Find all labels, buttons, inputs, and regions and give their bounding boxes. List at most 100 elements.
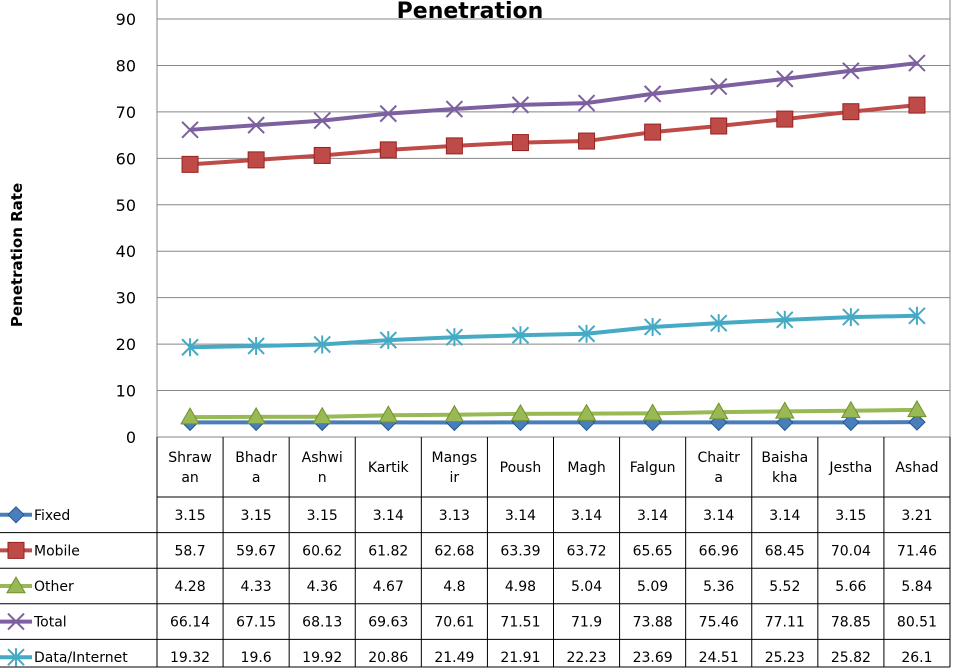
x-category-label: Poush bbox=[500, 460, 542, 476]
data-table-cell: 5.52 bbox=[769, 579, 800, 595]
data-point bbox=[379, 331, 397, 350]
x-category-label: Shraw bbox=[168, 450, 212, 466]
data-point bbox=[378, 405, 399, 423]
x-category-label: ir bbox=[450, 470, 460, 486]
data-table-cell: 78.85 bbox=[831, 615, 871, 631]
marker-stroke bbox=[313, 111, 331, 130]
data-point bbox=[842, 62, 860, 80]
y-tick-label: 60 bbox=[116, 149, 136, 168]
data-point bbox=[908, 413, 926, 431]
data-table-cell: 68.45 bbox=[765, 543, 805, 559]
data-table-cell: 4.98 bbox=[505, 579, 536, 595]
legend-marker-square bbox=[7, 541, 25, 559]
data-point bbox=[643, 85, 662, 103]
data-table-cell: 21.91 bbox=[500, 650, 540, 666]
data-table-cell: 71.9 bbox=[571, 615, 602, 631]
data-point bbox=[842, 413, 860, 432]
data-table-cell: 59.67 bbox=[236, 543, 276, 559]
data-point bbox=[379, 104, 397, 123]
data-table-cell: 22.23 bbox=[566, 650, 606, 666]
data-point bbox=[511, 134, 529, 152]
data-point bbox=[246, 406, 266, 425]
data-table-cell: 3.15 bbox=[307, 508, 338, 524]
plot-area bbox=[156, 0, 951, 438]
marker-stroke bbox=[643, 85, 662, 103]
data-table-cell: 3.15 bbox=[241, 508, 272, 524]
data-point bbox=[908, 54, 926, 72]
y-tick-label: 10 bbox=[116, 382, 136, 401]
data-table-cell: 61.82 bbox=[368, 543, 408, 559]
data-table-cell: 4.67 bbox=[373, 579, 404, 595]
marker-stroke bbox=[7, 612, 25, 631]
x-category-label: a bbox=[252, 470, 261, 486]
data-table-cell: 3.13 bbox=[439, 508, 470, 524]
data-table-cell: 3.14 bbox=[637, 508, 668, 524]
data-table-cell: 3.14 bbox=[703, 508, 734, 524]
data-table-cell: 19.32 bbox=[170, 650, 210, 666]
data-table: Shraw an Bhadr a Ashwi n Kartik Mangs ir Poush Mag… bbox=[0, 437, 951, 668]
data-point bbox=[576, 403, 597, 421]
data-table-cell: 3.14 bbox=[505, 508, 536, 524]
data-table-cell: 65.65 bbox=[633, 543, 673, 559]
data-table-cell: 5.66 bbox=[835, 579, 866, 595]
data-point bbox=[643, 317, 662, 336]
data-point bbox=[181, 121, 199, 139]
series-line-total bbox=[189, 61, 918, 132]
series-line-other bbox=[190, 407, 917, 420]
data-table-cell: 5.84 bbox=[901, 579, 932, 595]
data-table-cell: 3.14 bbox=[571, 508, 602, 524]
data-table-cell: 21.49 bbox=[434, 650, 474, 666]
data-point bbox=[445, 137, 463, 155]
data-point bbox=[444, 404, 465, 422]
data-point bbox=[577, 94, 596, 112]
data-table-cell: 20.86 bbox=[368, 650, 408, 666]
x-category-label: Baisha bbox=[761, 450, 808, 466]
data-table-cell: 3.14 bbox=[769, 508, 800, 524]
data-point bbox=[842, 308, 860, 327]
data-table-cell: 19.6 bbox=[241, 650, 272, 666]
y-tick-label: 0 bbox=[126, 428, 136, 447]
data-table-cell: 67.15 bbox=[236, 615, 276, 631]
data-table-cell: 62.68 bbox=[434, 543, 474, 559]
data-table-cell: 66.14 bbox=[170, 615, 210, 631]
data-table-cell: 5.04 bbox=[571, 579, 602, 595]
data-table-cell: 4.28 bbox=[174, 579, 205, 595]
data-point bbox=[181, 155, 199, 173]
legend-label: Data/Internet bbox=[34, 650, 128, 666]
data-table-cell: 3.14 bbox=[373, 508, 404, 524]
data-point bbox=[247, 336, 265, 355]
data-point bbox=[776, 70, 794, 88]
data-table-cell: 71.51 bbox=[500, 615, 540, 631]
data-table-cell: 3.15 bbox=[835, 508, 866, 524]
data-point bbox=[908, 96, 926, 114]
y-axis-label: Penetration Rate bbox=[8, 183, 26, 327]
data-point bbox=[511, 96, 530, 114]
data-point bbox=[180, 407, 200, 425]
y-tick-label: 40 bbox=[116, 242, 136, 261]
y-tick-label: 70 bbox=[116, 103, 136, 122]
legend-label: Fixed bbox=[34, 508, 70, 524]
data-table-cell: 3.21 bbox=[901, 508, 932, 524]
legend-label: Total bbox=[33, 615, 67, 631]
data-table-cell: 68.13 bbox=[302, 615, 342, 631]
data-point bbox=[511, 326, 530, 345]
data-point bbox=[710, 314, 728, 333]
marker-stroke bbox=[842, 62, 860, 80]
data-table-cell: 5.36 bbox=[703, 579, 734, 595]
data-point bbox=[247, 116, 265, 134]
x-category-label: a bbox=[714, 470, 723, 486]
data-table-cell: 60.62 bbox=[302, 543, 342, 559]
data-table-cell: 25.23 bbox=[765, 650, 805, 666]
y-tick-label: 20 bbox=[116, 335, 136, 354]
data-point bbox=[578, 132, 596, 150]
data-table-cell: 3.15 bbox=[174, 508, 205, 524]
data-point bbox=[445, 100, 464, 118]
data-table-cell: 4.8 bbox=[443, 579, 465, 595]
data-table-cell: 4.33 bbox=[241, 579, 272, 595]
x-category-label: Falgun bbox=[630, 460, 676, 476]
data-point bbox=[710, 117, 728, 135]
data-table-cell: 75.46 bbox=[699, 615, 739, 631]
data-table-cell: 25.82 bbox=[831, 650, 871, 666]
legend-marker-x bbox=[7, 612, 25, 631]
data-table-cell: 63.39 bbox=[500, 543, 540, 559]
